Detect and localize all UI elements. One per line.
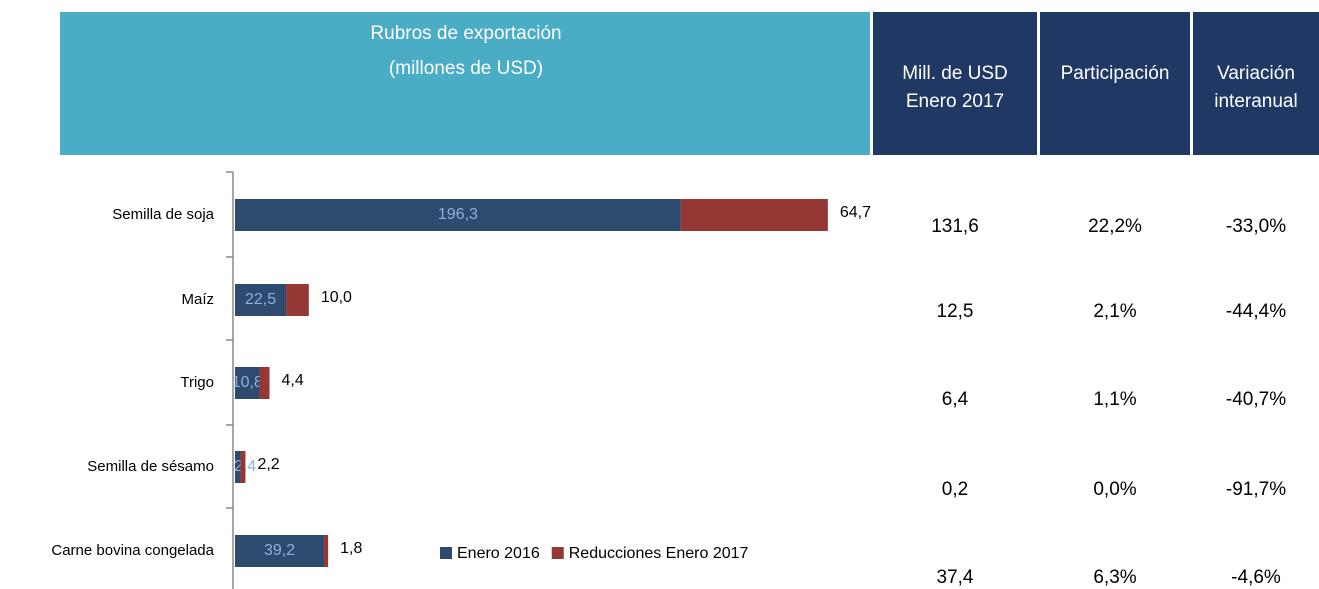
category-label: Trigo [180,374,214,391]
column-header: Participación [1061,63,1170,84]
table-cell: 0,0% [1093,479,1136,500]
legend-label: Reducciones Enero 2017 [569,545,749,562]
table-cell: 37,4 [937,567,974,588]
table-cell: -44,4% [1226,301,1286,322]
value-label: 10,8 [232,374,263,391]
table-cell: 131,6 [931,216,979,237]
legend-label: Enero 2016 [457,545,540,562]
bar-segment [235,535,325,567]
value-label: 22,5 [245,291,276,308]
value-label: 4,4 [282,372,304,389]
category-label: Maíz [181,291,214,308]
column-header: interanual [1214,91,1297,112]
value-label: 39,2 [264,542,295,559]
category-label: Semilla de sésamo [87,458,214,475]
value-label: 1,8 [340,540,362,557]
bar-segment [240,451,246,483]
category-label: Semilla de soja [112,206,214,223]
table-cell: -40,7% [1226,389,1286,410]
table-cell: 0,2 [942,479,968,500]
bar-segment [324,535,329,567]
category-label: Carne bovina congelada [51,542,214,559]
header-title: Rubros de exportación [370,23,561,44]
bar-segment [286,284,309,316]
table-cell: 1,1% [1093,389,1136,410]
value-label: 10,0 [321,289,352,306]
table-cell: -33,0% [1226,216,1286,237]
header-cell [1040,12,1190,155]
bar-segment [259,367,270,399]
table-cell: 2,1% [1093,301,1136,322]
table-cell: -91,7% [1226,479,1286,500]
table-cell: -4,6% [1231,567,1281,588]
bar-segment [235,199,681,231]
legend-swatch [551,547,564,559]
column-header: Enero 2017 [906,91,1004,112]
column-header: Mill. de USD [902,63,1008,84]
value-label: 196,3 [438,206,478,223]
bar-segment [235,367,260,399]
table-cell: 12,5 [937,301,974,322]
bar-segment [680,199,828,231]
bar-segment [235,451,241,483]
bar-segment [235,284,287,316]
header-cell [1193,12,1319,155]
header-title: (millones de USD) [389,58,543,79]
table-cell: 22,2% [1088,216,1142,237]
table-cell: 6,3% [1093,567,1136,588]
value-label: 2,2 [257,456,279,473]
value-label: 64,7 [840,204,871,221]
column-header: Variación [1217,63,1295,84]
table-cell: 6,4 [942,389,969,410]
header-title-cell [60,12,870,155]
header-cell [873,12,1037,155]
legend-swatch [440,547,452,559]
